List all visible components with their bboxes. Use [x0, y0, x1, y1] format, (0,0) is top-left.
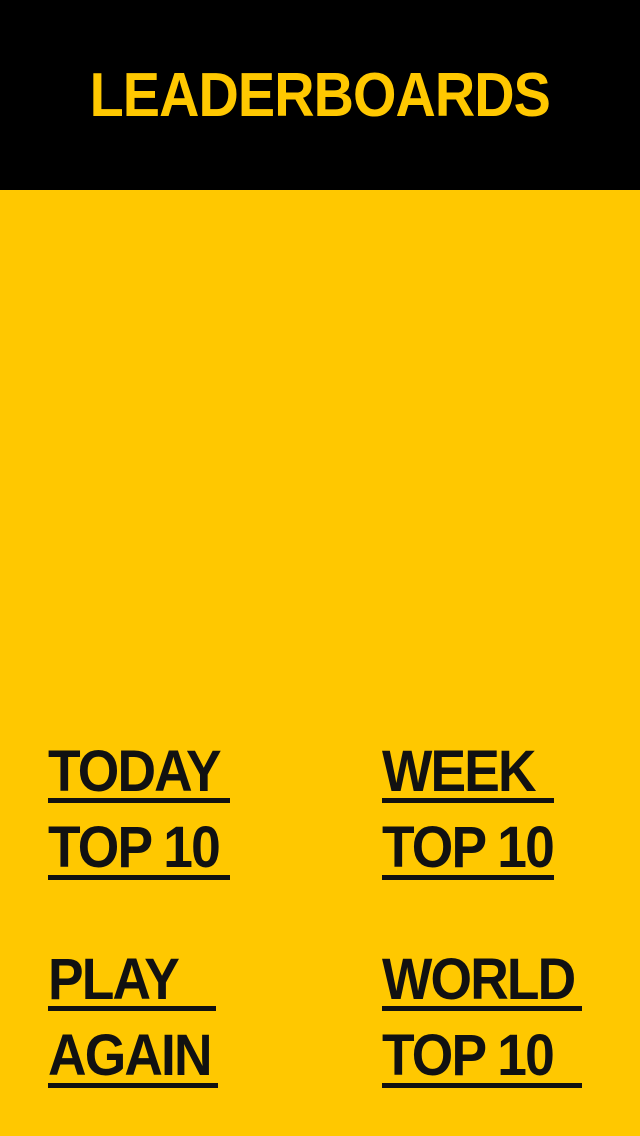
today-top10-underline-1	[48, 798, 230, 803]
today-top10-underline-2	[48, 875, 230, 880]
play-again-label-line1: PLAY	[48, 947, 180, 1012]
week-top10-label-line1: WEEK	[382, 739, 537, 804]
header-bar: LEADERBOARDS	[0, 0, 640, 190]
world-top10-button[interactable]: WORLD TOP 10	[382, 950, 592, 1092]
world-top10-underline-2	[382, 1083, 582, 1088]
play-again-underline-2	[48, 1083, 218, 1088]
week-top10-underline-1	[382, 798, 554, 803]
play-again-label-line2: AGAIN	[48, 1023, 213, 1088]
today-top10-label-line2: TOP 10	[48, 815, 221, 880]
world-top10-label-line1: WORLD	[382, 947, 576, 1012]
today-top10-button[interactable]: TODAY TOP 10	[48, 742, 238, 884]
page-title: LEADERBOARDS	[89, 60, 551, 130]
week-top10-button[interactable]: WEEK TOP 10	[382, 742, 562, 884]
play-again-button[interactable]: PLAY AGAIN	[48, 950, 228, 1092]
world-top10-underline-1	[382, 1006, 582, 1011]
today-top10-label-line1: TODAY	[48, 739, 222, 804]
play-again-underline-1	[48, 1006, 216, 1011]
week-top10-underline-2	[382, 875, 554, 880]
week-top10-label-line2: TOP 10	[382, 815, 555, 880]
main-content	[0, 190, 640, 1136]
world-top10-label-line2: TOP 10	[382, 1023, 555, 1088]
